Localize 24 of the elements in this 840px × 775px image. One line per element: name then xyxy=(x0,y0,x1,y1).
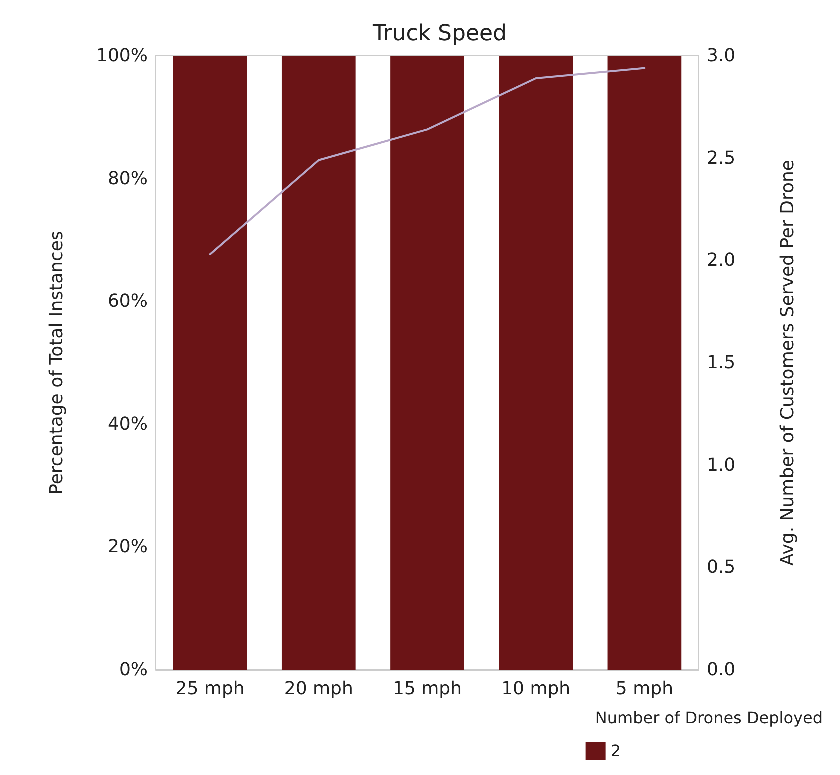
y2-tick-label: 1.5 xyxy=(707,352,736,374)
x-tick-label: 25 mph xyxy=(176,678,245,700)
x-tick-label: 20 mph xyxy=(284,678,354,700)
y2-tick-label: 3.0 xyxy=(707,46,736,66)
y-axis-title: Percentage of Total Instances xyxy=(46,231,68,495)
y2-tick-label: 0.5 xyxy=(707,557,736,578)
y2-tick-label: 2.5 xyxy=(707,148,736,169)
x-tick-label: 15 mph xyxy=(393,678,462,700)
x-tick-label: 10 mph xyxy=(502,678,571,700)
chart-title: Truck Speed xyxy=(372,22,507,46)
y2-tick-label: 0.0 xyxy=(707,660,736,680)
y2-tick-label: 2.0 xyxy=(707,250,736,272)
y-tick-label: 0% xyxy=(119,660,148,680)
y-tick-label: 60% xyxy=(108,291,148,312)
legend-title: Number of Drones Deployed xyxy=(595,708,824,728)
y-tick-label: 40% xyxy=(108,414,148,435)
x-tick-label: 5 mph xyxy=(616,678,674,700)
y-tick-label: 20% xyxy=(108,536,148,558)
y2-axis-title: Avg. Number of Customers Served Per Drone xyxy=(778,160,798,566)
y2-tick-label: 1.0 xyxy=(707,454,736,476)
y-tick-label: 80% xyxy=(108,168,148,190)
y-tick-label: 100% xyxy=(96,46,148,66)
legend-label: 2 xyxy=(610,742,622,760)
line-series xyxy=(209,67,646,256)
